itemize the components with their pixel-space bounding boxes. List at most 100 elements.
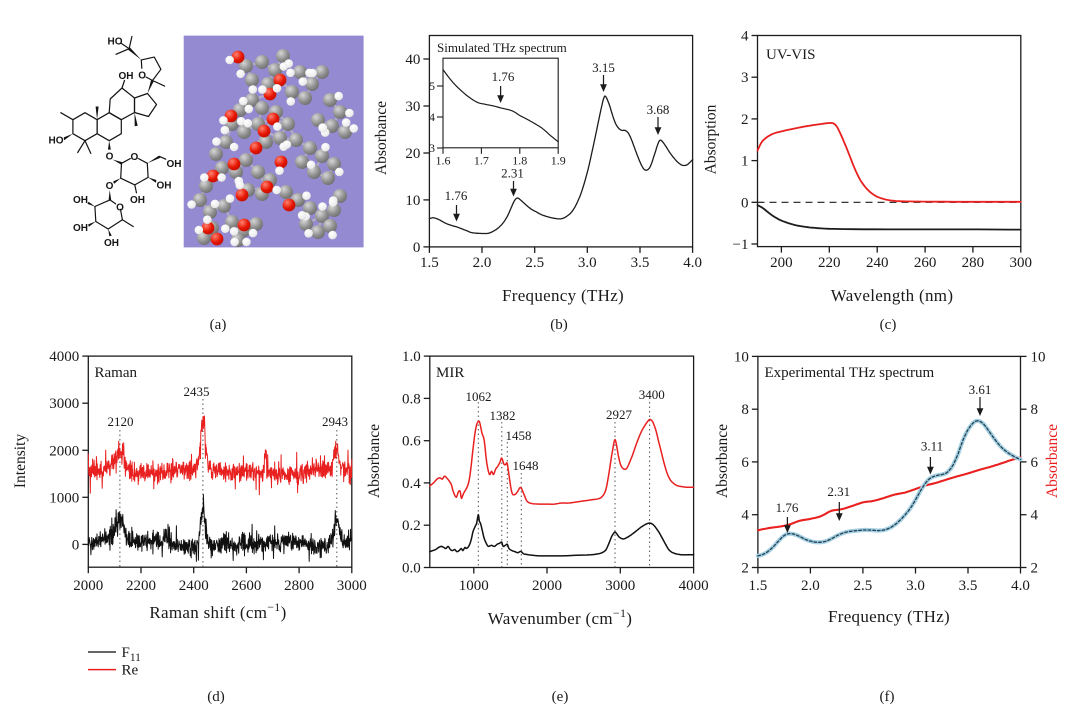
svg-text:O: O [131, 152, 139, 163]
svg-text:HO: HO [49, 136, 64, 147]
svg-text:8: 8 [741, 402, 749, 418]
svg-text:Frequency (THz): Frequency (THz) [502, 286, 624, 305]
svg-text:UV-VIS: UV-VIS [766, 47, 815, 63]
svg-text:0: 0 [741, 195, 749, 211]
svg-text:2435: 2435 [184, 384, 210, 399]
svg-text:Absorbance: Absorbance [714, 424, 731, 498]
svg-text:Absorbance: Absorbance [373, 101, 390, 175]
svg-text:3000: 3000 [337, 578, 367, 594]
svg-text:2000: 2000 [532, 578, 562, 594]
svg-text:4.0: 4.0 [683, 255, 702, 271]
svg-text:Absorption: Absorption [703, 104, 720, 174]
svg-text:2.0: 2.0 [473, 255, 492, 271]
svg-text:6: 6 [741, 455, 749, 471]
svg-text:1.9: 1.9 [551, 154, 566, 168]
svg-text:3400: 3400 [639, 387, 665, 402]
svg-text:1.76: 1.76 [776, 500, 799, 515]
svg-text:1.0: 1.0 [402, 349, 421, 365]
svg-text:1.5: 1.5 [420, 255, 439, 271]
svg-text:OH: OH [73, 223, 88, 234]
svg-text:2: 2 [741, 112, 749, 128]
svg-text:1.7: 1.7 [474, 154, 489, 168]
svg-text:240: 240 [866, 255, 889, 271]
svg-text:Absorbance: Absorbance [1044, 424, 1061, 498]
svg-text:3: 3 [429, 141, 435, 155]
svg-text:Frequency (THz): Frequency (THz) [828, 607, 950, 626]
svg-text:Absorbance: Absorbance [366, 424, 383, 498]
svg-text:1: 1 [741, 154, 749, 170]
svg-text:Experimental THz spectrum: Experimental THz spectrum [765, 365, 935, 381]
svg-text:−1: −1 [733, 237, 749, 253]
svg-text:MIR: MIR [436, 365, 464, 381]
svg-text:(f): (f) [880, 689, 895, 705]
svg-text:OH: OH [119, 71, 134, 82]
svg-text:OH: OH [130, 195, 145, 206]
svg-text:0: 0 [72, 537, 80, 553]
svg-text:O: O [138, 71, 146, 82]
svg-text:Wavelength (nm): Wavelength (nm) [831, 286, 954, 305]
svg-text:1.6: 1.6 [436, 154, 451, 168]
svg-text:3.5: 3.5 [959, 578, 978, 594]
svg-text:O: O [106, 151, 114, 162]
svg-text:4: 4 [741, 508, 749, 524]
svg-text:O: O [106, 181, 114, 192]
svg-text:2600: 2600 [231, 578, 261, 594]
svg-text:2: 2 [741, 561, 749, 577]
svg-text:2: 2 [1031, 561, 1039, 577]
svg-text:Re: Re [122, 663, 139, 679]
svg-text:280: 280 [962, 255, 985, 271]
svg-text:Raman shift (cm−1): Raman shift (cm−1) [149, 600, 286, 622]
svg-text:(c): (c) [880, 317, 897, 333]
svg-text:4: 4 [1031, 508, 1039, 524]
svg-text:2.5: 2.5 [854, 578, 873, 594]
svg-text:1000: 1000 [49, 490, 79, 506]
svg-text:4000: 4000 [49, 349, 79, 365]
svg-text:1.8: 1.8 [512, 154, 527, 168]
svg-text:3.0: 3.0 [578, 255, 597, 271]
svg-text:260: 260 [914, 255, 937, 271]
svg-text:3000: 3000 [605, 578, 635, 594]
svg-text:0.8: 0.8 [402, 391, 421, 407]
svg-text:1.76: 1.76 [445, 188, 468, 203]
svg-text:2.31: 2.31 [827, 484, 850, 499]
svg-text:4.0: 4.0 [1011, 578, 1030, 594]
svg-text:3000: 3000 [49, 396, 79, 412]
svg-text:2.5: 2.5 [525, 255, 544, 271]
svg-text:OH: OH [157, 181, 172, 192]
svg-text:30: 30 [405, 99, 420, 115]
svg-text:Simulated THz spectrum: Simulated THz spectrum [437, 40, 567, 55]
svg-text:3.61: 3.61 [969, 382, 992, 397]
svg-text:(e): (e) [552, 689, 569, 705]
svg-text:OH: OH [73, 195, 88, 206]
svg-text:0.6: 0.6 [402, 434, 421, 450]
svg-text:1648: 1648 [513, 458, 539, 473]
svg-text:2927: 2927 [606, 407, 633, 422]
svg-text:1382: 1382 [490, 408, 516, 423]
svg-text:6: 6 [1031, 455, 1039, 471]
svg-text:3.0: 3.0 [906, 578, 925, 594]
svg-text:OH: OH [167, 159, 182, 170]
svg-text:Raman: Raman [95, 365, 138, 381]
svg-text:2400: 2400 [179, 578, 209, 594]
svg-text:OH: OH [104, 238, 119, 249]
svg-text:2120: 2120 [108, 414, 134, 429]
svg-text:4000: 4000 [679, 578, 709, 594]
svg-text:1458: 1458 [506, 428, 532, 443]
svg-text:0.0: 0.0 [402, 561, 421, 577]
svg-text:(d): (d) [207, 689, 225, 705]
svg-text:0.4: 0.4 [402, 476, 421, 492]
svg-text:(a): (a) [210, 317, 227, 333]
svg-text:0: 0 [413, 240, 421, 256]
svg-text:2.0: 2.0 [801, 578, 820, 594]
svg-text:3.68: 3.68 [647, 102, 670, 117]
svg-text:(b): (b) [550, 317, 568, 333]
svg-text:200: 200 [770, 255, 793, 271]
svg-text:5: 5 [429, 79, 435, 93]
svg-text:220: 220 [818, 255, 841, 271]
svg-text:2000: 2000 [73, 578, 103, 594]
svg-text:2943: 2943 [322, 414, 348, 429]
svg-text:20: 20 [405, 146, 420, 162]
svg-text:HO: HO [108, 37, 123, 48]
svg-text:1.5: 1.5 [749, 578, 768, 594]
svg-text:Intensity: Intensity [12, 434, 29, 488]
